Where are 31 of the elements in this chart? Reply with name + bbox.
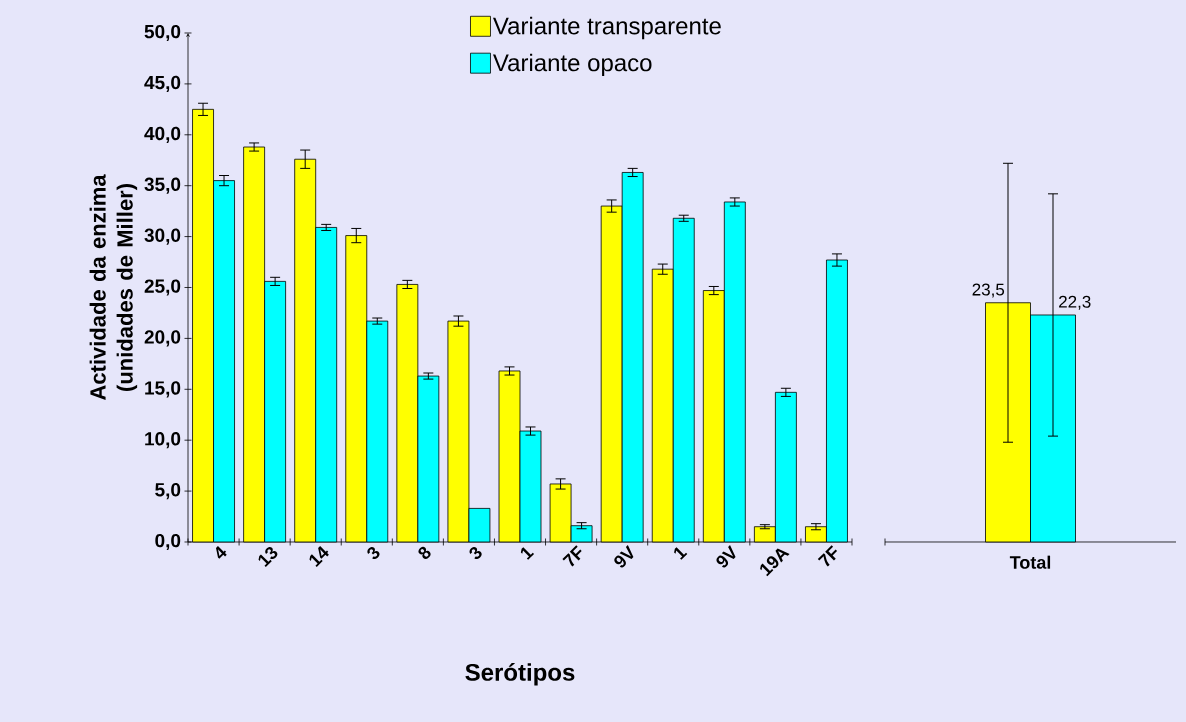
y-tick-label: 10,0 <box>145 432 181 449</box>
x-tick-label: 8 <box>418 546 431 560</box>
y-tick-label: 35,0 <box>144 177 181 194</box>
x-tick-label: 7F <box>817 545 838 567</box>
legend-label: Variante opaco <box>492 53 652 77</box>
x-tick-label: Total <box>1009 555 1051 569</box>
y-tick-label: 40,0 <box>144 126 181 143</box>
legend-label: Variante transparente <box>492 16 721 40</box>
x-tick-label: 9V <box>614 545 634 568</box>
y-tick-label: 5,0 <box>155 482 181 500</box>
y-tick-label: 0,0 <box>155 533 181 551</box>
y-axis-title: Actividade da enzima (unidades de Miller) <box>89 174 138 401</box>
x-tick-label: 13 <box>258 546 278 568</box>
data-label: 22,3 <box>1059 295 1091 310</box>
y-tick-label: 15,0 <box>145 381 181 398</box>
x-axis-title: Serótipos <box>465 663 575 686</box>
y-tick-label: 50,0 <box>144 24 181 42</box>
x-tick-label: 19A <box>760 548 790 577</box>
x-tick-label: 14 <box>309 546 329 567</box>
data-label: 23,5 <box>972 283 1005 298</box>
x-tick-label: 1 <box>520 547 535 560</box>
x-tick-label: 4 <box>216 546 227 559</box>
x-tick-label: 3 <box>469 546 482 560</box>
y-tick-label: 20,0 <box>144 330 181 347</box>
x-tick-label: 7F <box>562 545 582 567</box>
y-tick-label: 45,0 <box>144 75 181 92</box>
x-tick-label: 9V <box>716 545 736 568</box>
y-tick-label: 25,0 <box>144 279 181 296</box>
y-tick-label: 30,0 <box>144 228 181 245</box>
x-tick-label: 3 <box>367 546 380 560</box>
x-tick-label: 1 <box>674 547 688 560</box>
